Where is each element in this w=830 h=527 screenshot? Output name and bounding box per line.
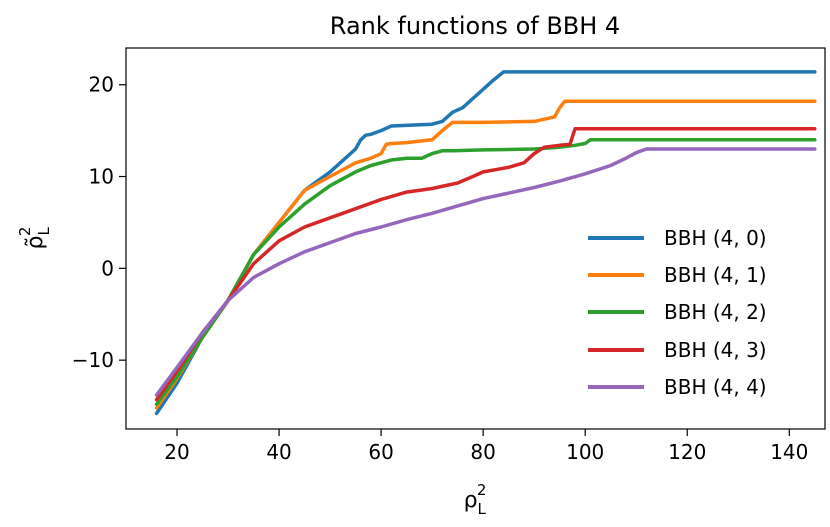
- series-line-3: [154, 127, 817, 402]
- legend-entry: BBH (4, 1): [588, 263, 767, 287]
- legend-entry: BBH (4, 2): [588, 300, 767, 324]
- legend-label: BBH (4, 1): [664, 263, 767, 287]
- y-axis-label-base: ρ̃: [23, 235, 48, 249]
- y-tick-label: 20: [89, 73, 114, 97]
- legend-label: BBH (4, 4): [664, 375, 767, 399]
- legend-entry: BBH (4, 0): [588, 226, 767, 250]
- series-layer: [154, 70, 817, 416]
- y-tick-label: 10: [89, 165, 114, 189]
- legend-entry: BBH (4, 3): [588, 338, 767, 362]
- y-tick-label: 0: [101, 256, 114, 280]
- y-axis-label: ρ̃L2: [16, 226, 53, 249]
- x-axis-label-sub: L: [478, 500, 487, 518]
- y-axis-label-sub: L: [35, 226, 53, 235]
- x-axis-label: ρL2: [464, 481, 487, 518]
- legend-label: BBH (4, 3): [664, 338, 767, 362]
- x-tick-label: 100: [566, 440, 604, 464]
- legend-label: BBH (4, 0): [664, 226, 767, 250]
- x-tick-label: 140: [770, 440, 808, 464]
- series-line-4: [154, 147, 817, 397]
- series-line-2: [154, 138, 817, 406]
- y-tick-label: −10: [72, 348, 114, 372]
- ticks-layer: 20 40 60 80 100 120 140 −10 0 10 20: [72, 73, 809, 464]
- x-axis-label-base: ρ: [464, 488, 478, 513]
- x-tick-label: 40: [266, 440, 291, 464]
- x-tick-label: 60: [368, 440, 393, 464]
- x-axis-label-sup: 2: [477, 481, 487, 499]
- y-axis-label-sup: 2: [16, 227, 34, 237]
- legend: BBH (4, 0) BBH (4, 1) BBH (4, 2) BBH (4,…: [588, 226, 767, 399]
- x-tick-label: 80: [470, 440, 495, 464]
- plot-frame: [125, 47, 826, 430]
- x-tick-label: 120: [668, 440, 706, 464]
- legend-entry: BBH (4, 4): [588, 375, 767, 399]
- legend-label: BBH (4, 2): [664, 300, 767, 324]
- x-tick-label: 20: [164, 440, 189, 464]
- chart-title: Rank functions of BBH 4: [330, 12, 620, 40]
